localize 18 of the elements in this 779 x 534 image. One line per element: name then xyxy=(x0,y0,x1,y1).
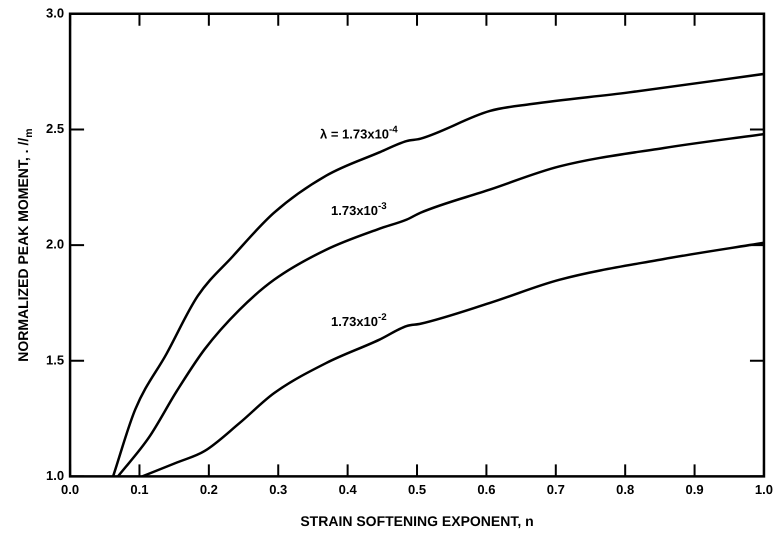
x-tick-label: 0.2 xyxy=(200,482,218,497)
y-tick-label: 2.5 xyxy=(46,121,64,136)
x-tick-label: 0.6 xyxy=(477,482,496,497)
y-tick-label: 1.0 xyxy=(46,468,64,483)
x-tick-label: 0.8 xyxy=(616,482,634,497)
y-tick-label: 1.5 xyxy=(46,352,64,368)
y-axis-title: NORMALIZED PEAK MOMENT, . //m xyxy=(15,128,36,362)
x-tick-label: 0.5 xyxy=(408,482,426,497)
x-tick-label: 0.1 xyxy=(130,482,148,497)
x-tick-label: 0.3 xyxy=(269,482,288,497)
x-tick-label: 1.0 xyxy=(754,482,774,497)
y-tick-label: 3.0 xyxy=(46,5,64,20)
y-tick-label: 2.0 xyxy=(46,236,64,252)
x-tick-label: 0.4 xyxy=(338,482,358,497)
x-axis-title: STRAIN SOFTENING EXPONENT, n xyxy=(300,513,534,529)
x-tick-label: 0.0 xyxy=(61,482,80,497)
x-tick-label: 0.9 xyxy=(686,482,704,497)
x-tick-label: 0.7 xyxy=(546,482,565,497)
